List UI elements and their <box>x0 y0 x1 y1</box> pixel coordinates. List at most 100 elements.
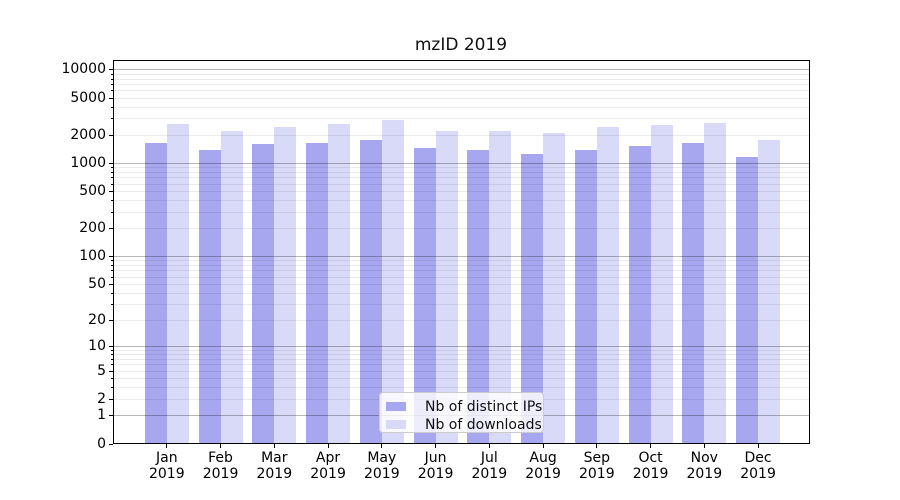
minor-gridline <box>113 73 810 75</box>
x-tick <box>166 444 168 448</box>
bar-downloads <box>220 131 243 444</box>
y-tick-label: 50 <box>88 275 106 292</box>
bar-distinct-ips <box>359 139 382 444</box>
legend-label-downloads: Nb of downloads <box>425 416 542 433</box>
minor-gridline <box>113 354 810 356</box>
minor-gridline <box>113 167 810 169</box>
y-tick-label: 1000 <box>70 154 106 171</box>
bar-distinct-ips <box>467 149 490 444</box>
minor-gridline <box>113 134 810 136</box>
minor-gridline <box>113 364 810 366</box>
x-tick-month: Aug <box>529 450 557 466</box>
bar-distinct-ips <box>252 144 275 444</box>
bar-downloads <box>435 130 458 444</box>
x-tick-label: Mar 2019 <box>238 450 310 482</box>
x-tick-year: 2019 <box>417 466 454 482</box>
y-tick-label: 5 <box>97 362 106 379</box>
x-tick-year: 2019 <box>471 466 508 482</box>
y-minor-tick <box>110 359 113 361</box>
bar-downloads <box>381 120 404 444</box>
y-minor-tick <box>110 292 113 294</box>
x-tick-month: Apr <box>315 450 341 466</box>
minor-gridline <box>113 276 810 278</box>
y-tick-label: 200 <box>79 220 106 237</box>
x-tick-year: 2019 <box>256 466 293 482</box>
x-tick-label: Apr 2019 <box>292 450 364 482</box>
bar-distinct-ips <box>736 156 759 444</box>
legend-swatch-downloads <box>386 420 406 429</box>
minor-gridline <box>113 283 810 285</box>
y-tick-label: 10 <box>88 338 106 355</box>
legend-entry-downloads: Nb of downloads <box>380 415 543 433</box>
x-tick-label: Aug 2019 <box>507 450 579 482</box>
y-minor-tick <box>110 183 113 185</box>
y-tick <box>109 283 113 285</box>
major-gridline <box>113 69 810 71</box>
y-minor-tick <box>110 200 113 202</box>
minor-gridline <box>113 78 810 80</box>
x-tick-label: Dec 2019 <box>722 450 794 482</box>
y-minor-tick <box>110 73 113 75</box>
x-tick <box>757 444 759 448</box>
y-minor-tick <box>110 177 113 179</box>
x-tick-label: May 2019 <box>346 450 418 482</box>
y-tick <box>109 319 113 321</box>
y-minor-tick <box>110 354 113 356</box>
minor-gridline <box>113 97 810 99</box>
x-tick <box>273 444 275 448</box>
bar-downloads <box>543 133 566 444</box>
y-minor-tick <box>110 350 113 351</box>
bar-distinct-ips <box>198 149 221 444</box>
minor-gridline <box>113 118 810 120</box>
x-tick-label: Sep 2019 <box>561 450 633 482</box>
y-minor-tick <box>110 118 113 120</box>
minor-gridline <box>113 83 810 85</box>
legend: Nb of distinct IPs Nb of downloads <box>379 392 544 433</box>
x-tick-label: Oct 2019 <box>615 450 687 482</box>
minor-gridline <box>113 270 810 272</box>
y-minor-tick <box>110 265 113 267</box>
bar-downloads <box>758 140 781 444</box>
minor-gridline <box>113 265 810 267</box>
minor-gridline <box>113 200 810 202</box>
y-tick-label: 20 <box>88 311 106 328</box>
minor-gridline <box>113 183 810 185</box>
x-tick-month: Jul <box>480 450 498 466</box>
y-minor-tick <box>110 167 113 169</box>
y-tick <box>109 398 113 400</box>
y-tick-label: 2000 <box>70 126 106 143</box>
x-tick-label: Jul 2019 <box>453 450 525 482</box>
y-minor-tick <box>110 90 113 92</box>
bar-downloads <box>650 125 673 444</box>
minor-gridline <box>113 304 810 306</box>
minor-gridline <box>113 177 810 179</box>
bar-downloads <box>489 130 512 444</box>
minor-gridline <box>113 370 810 372</box>
x-tick-label: Nov 2019 <box>668 450 740 482</box>
y-tick <box>109 69 113 71</box>
x-tick <box>220 444 222 448</box>
x-tick-month: May <box>367 450 397 466</box>
major-gridline <box>113 162 810 164</box>
bar-distinct-ips <box>628 145 651 444</box>
minor-gridline <box>113 260 810 262</box>
x-tick <box>381 444 383 448</box>
bar-distinct-ips <box>306 143 329 444</box>
minor-gridline <box>113 228 810 230</box>
x-tick-year: 2019 <box>363 466 400 482</box>
bar-distinct-ips <box>413 148 436 444</box>
minor-gridline <box>113 359 810 361</box>
y-tick <box>109 162 113 164</box>
x-tick-month: Dec <box>744 450 772 466</box>
x-tick <box>435 444 437 448</box>
x-tick-month: Feb <box>208 450 233 466</box>
y-tick-label: 1 <box>97 407 106 424</box>
y-tick-label: 100 <box>79 248 106 265</box>
y-tick <box>109 191 113 193</box>
x-tick-year: 2019 <box>686 466 723 482</box>
bar-downloads <box>704 123 727 444</box>
x-tick-year: 2019 <box>202 466 239 482</box>
bar-distinct-ips <box>574 149 597 444</box>
y-tick <box>109 415 113 417</box>
major-gridline <box>113 256 810 258</box>
